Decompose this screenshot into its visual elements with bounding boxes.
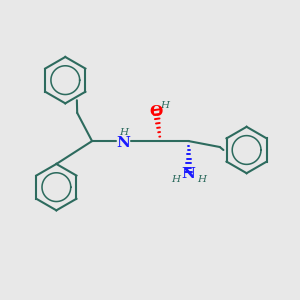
Text: H: H [160, 101, 169, 110]
Text: H: H [119, 128, 128, 137]
Text: N: N [182, 167, 196, 181]
Text: H: H [197, 175, 206, 184]
Text: H: H [171, 175, 180, 184]
Text: N: N [116, 136, 130, 150]
Text: O: O [149, 105, 163, 119]
